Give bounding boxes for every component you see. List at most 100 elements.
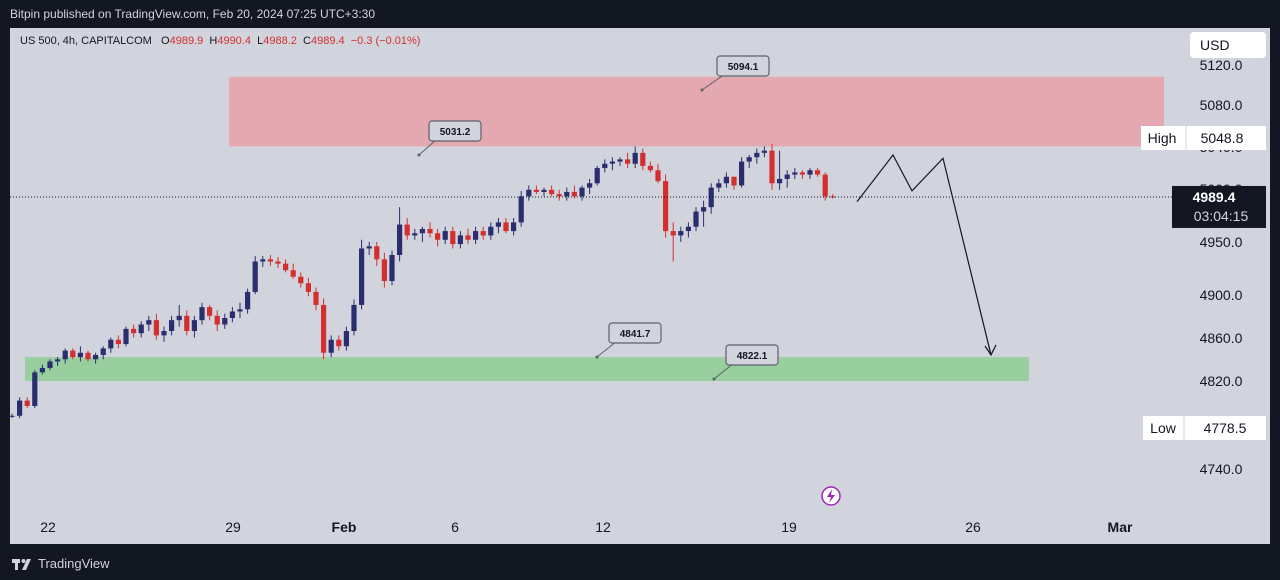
candle-body	[374, 246, 380, 260]
lightning-icon[interactable]	[821, 486, 841, 506]
callout-box	[428, 120, 482, 142]
support-zone	[25, 357, 1029, 381]
candle-body	[533, 189, 539, 192]
candle-body	[199, 307, 205, 321]
candle-body	[389, 254, 395, 282]
callout-value: 5031.2	[440, 127, 471, 138]
candle-body	[670, 231, 676, 236]
candle-body	[55, 359, 61, 362]
candle-body	[640, 152, 646, 166]
candle-body	[184, 315, 190, 332]
x-axis-label: Mar	[1108, 519, 1133, 535]
candle-body	[685, 226, 691, 232]
candle-body	[815, 170, 821, 175]
y-axis-label: 5080.0	[1200, 97, 1243, 113]
low-label: L	[257, 35, 264, 47]
candle-body	[435, 233, 441, 240]
low-tag-value: 4778.5	[1204, 420, 1247, 436]
y-axis-label: 4860.0	[1200, 330, 1243, 346]
candle-body	[739, 161, 745, 186]
candle-body	[207, 307, 213, 316]
price-chart[interactable]: 5094.1 5031.2 4841.7 4822.1 5120.0 5080.0 504…	[0, 0, 1280, 548]
candle-body	[47, 361, 53, 368]
candle-body	[777, 178, 783, 184]
high-tag: High 5048.8	[1141, 126, 1266, 150]
candle-body	[412, 233, 418, 236]
candle-body	[381, 259, 387, 282]
tradingview-logo[interactable]: TradingView	[12, 556, 110, 571]
candle-body	[404, 224, 410, 236]
candle-body	[267, 259, 273, 262]
callout-box	[608, 322, 662, 344]
high-tag-value: 5048.8	[1201, 130, 1244, 146]
candle-body	[549, 189, 555, 195]
candle-body	[237, 309, 243, 312]
candle-body	[9, 415, 15, 417]
resistance-zone	[229, 76, 1164, 147]
currency-button[interactable]: USD	[1190, 32, 1266, 58]
callout-anchor	[712, 377, 716, 381]
price-callout: 4822.1	[712, 344, 779, 381]
low-tag-label: Low	[1150, 420, 1177, 436]
x-axis-label: 6	[451, 519, 459, 535]
candle-body	[526, 189, 532, 197]
candle-body	[625, 159, 631, 164]
ohlc-legend: US 500, 4h, CAPITALCOM O4989.9 H4990.4 L…	[20, 35, 420, 47]
candle-body	[473, 231, 479, 240]
open-label: O	[161, 35, 170, 47]
candle-body	[260, 259, 266, 262]
candle-body	[511, 222, 517, 232]
close-value: 4989.4	[310, 35, 345, 47]
high-value: 4990.4	[217, 35, 251, 47]
candle-body	[784, 174, 790, 179]
callout-box	[725, 344, 779, 366]
candle-body	[571, 191, 577, 197]
footer-brand: TradingView	[38, 556, 110, 571]
candle-body	[632, 152, 638, 164]
candle-body	[419, 228, 425, 234]
price-callout: 4841.7	[595, 322, 662, 359]
candle-body	[290, 270, 296, 277]
candle-body	[754, 152, 760, 158]
price-callout: 5094.1	[700, 55, 770, 92]
candle-body	[495, 222, 501, 227]
callout-value: 5094.1	[728, 62, 759, 73]
high-tag-label: High	[1148, 130, 1177, 146]
candle-body	[245, 291, 251, 310]
candle-body	[70, 350, 76, 358]
y-axis-label: 4950.0	[1200, 234, 1243, 250]
last-price-tag	[1172, 185, 1266, 228]
callout-value: 4822.1	[737, 351, 768, 362]
price-callout: 5031.2	[417, 120, 482, 157]
candle-body	[343, 331, 349, 347]
callout-anchor	[595, 355, 599, 359]
symbol-label: US 500, 4h, CAPITALCOM	[20, 35, 152, 47]
y-axis-label: 4900.0	[1200, 287, 1243, 303]
candle-body	[93, 354, 99, 360]
candle-body	[191, 320, 197, 332]
candle-body	[24, 400, 30, 406]
publisher-line: Bitpin published on TradingView.com, Feb…	[10, 7, 376, 21]
callout-anchor	[417, 153, 421, 157]
high-tag-box	[1141, 126, 1266, 150]
callout-value: 4841.7	[620, 329, 651, 340]
candle-body	[564, 191, 570, 197]
x-axis-label: 19	[781, 519, 797, 535]
high-label: H	[209, 35, 218, 47]
candle-body	[123, 328, 129, 345]
candle-body	[587, 183, 593, 188]
candle-body	[792, 172, 798, 175]
candle-body	[138, 324, 144, 334]
candle-body	[39, 367, 45, 373]
candle-body	[176, 315, 182, 321]
candle-body	[161, 331, 167, 336]
candle-body	[556, 194, 562, 197]
open-value: 4989.9	[169, 35, 204, 47]
candle-body	[169, 320, 175, 332]
x-axis-label: 26	[965, 519, 981, 535]
publisher-header: Bitpin published on TradingView.com, Feb…	[0, 0, 1280, 28]
candle-body	[716, 183, 722, 188]
x-axis-label: 22	[40, 519, 56, 535]
candle-body	[769, 150, 775, 184]
projection-arrowhead	[984, 344, 997, 357]
